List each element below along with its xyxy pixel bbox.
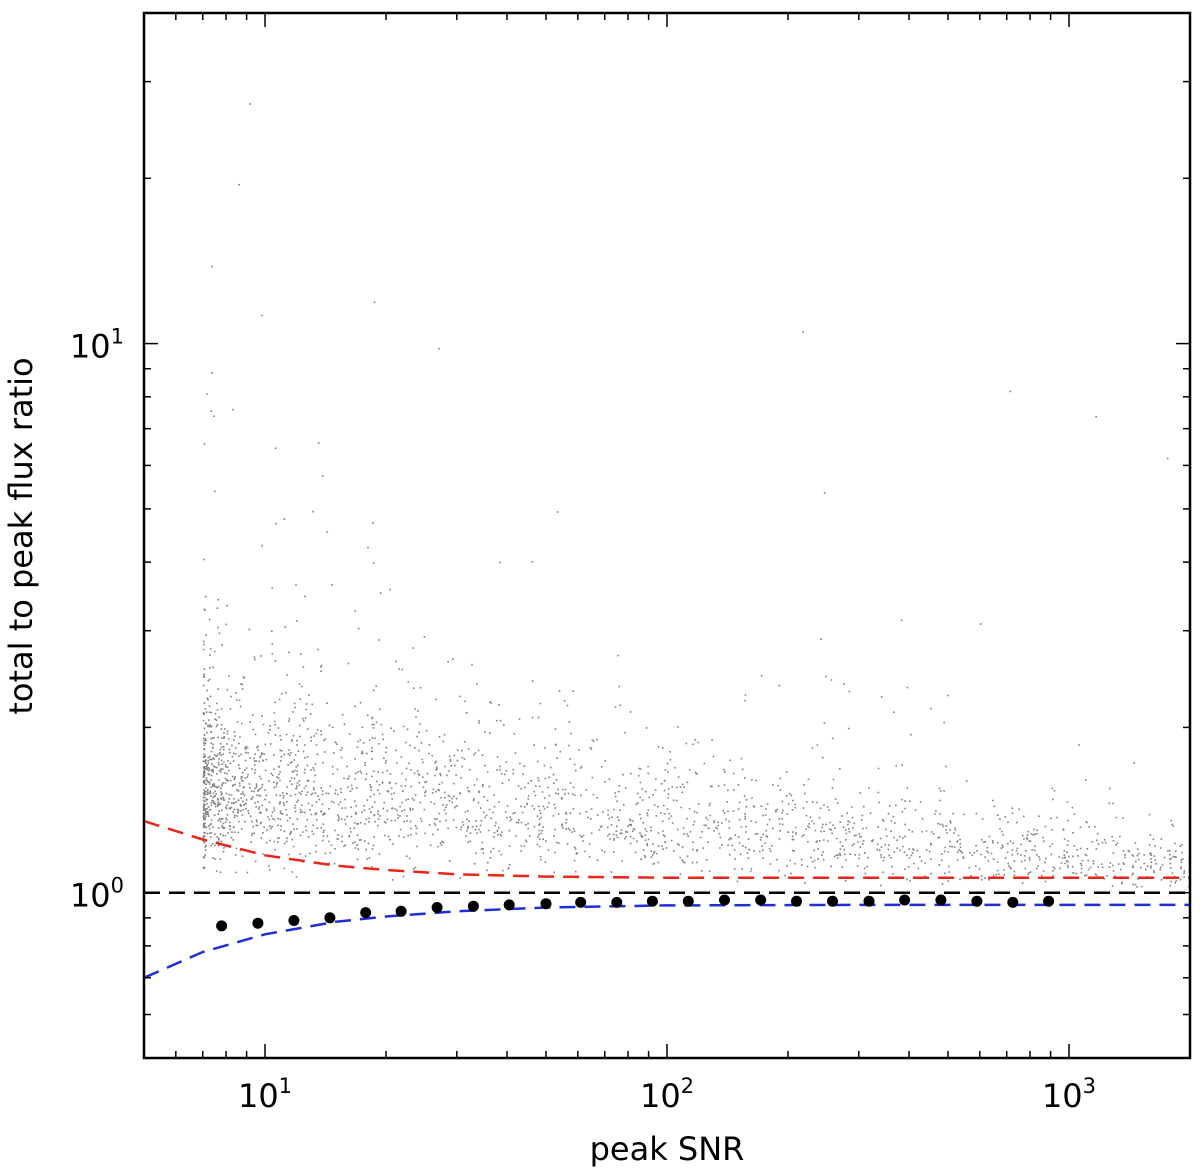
median-point-6 (431, 902, 443, 913)
plot-frame (142, 11, 1192, 1060)
scatter-cloud (202, 103, 1190, 888)
tick-labels: 101 102 103 100 101 (70, 325, 1096, 1115)
plot-background (144, 13, 1190, 1058)
median-point-22 (1007, 896, 1019, 908)
dashed-line-3 (144, 903, 1190, 979)
median-point-11 (611, 896, 623, 908)
median-point-1 (252, 917, 264, 929)
y-axis-title: total to peak flux ratio (2, 357, 40, 714)
reference-lines (144, 819, 1190, 979)
median-point-13 (682, 895, 694, 907)
median-point-15 (755, 894, 767, 906)
median-point-8 (503, 899, 515, 911)
median-point-23 (1043, 895, 1055, 907)
median-point-18 (863, 895, 875, 907)
y-tick-label: 101 (70, 325, 124, 366)
median-point-12 (646, 895, 658, 907)
median-point-9 (540, 898, 552, 910)
median-point-17 (827, 895, 838, 907)
median-point-5 (395, 905, 407, 917)
x-axis-title: peak SNR (590, 1130, 745, 1168)
median-point-7 (467, 900, 479, 912)
median-point-19 (899, 894, 911, 906)
median-point-3 (324, 912, 336, 924)
binned-median-points (216, 894, 1055, 932)
median-point-10 (575, 896, 587, 908)
median-point-4 (360, 907, 372, 919)
median-point-20 (935, 894, 947, 906)
dashed-line-1 (144, 819, 1190, 879)
scatter-cloud-points (202, 103, 1190, 888)
median-point-16 (791, 895, 802, 907)
median-point-21 (971, 895, 983, 907)
x-tick-label: 102 (640, 1074, 694, 1115)
median-point-2 (288, 915, 300, 926)
x-tick-label: 103 (1042, 1074, 1096, 1115)
median-point-0 (216, 920, 228, 932)
median-point-14 (719, 894, 730, 906)
x-tick-label: 101 (238, 1074, 292, 1115)
y-tick-label: 100 (70, 874, 124, 915)
